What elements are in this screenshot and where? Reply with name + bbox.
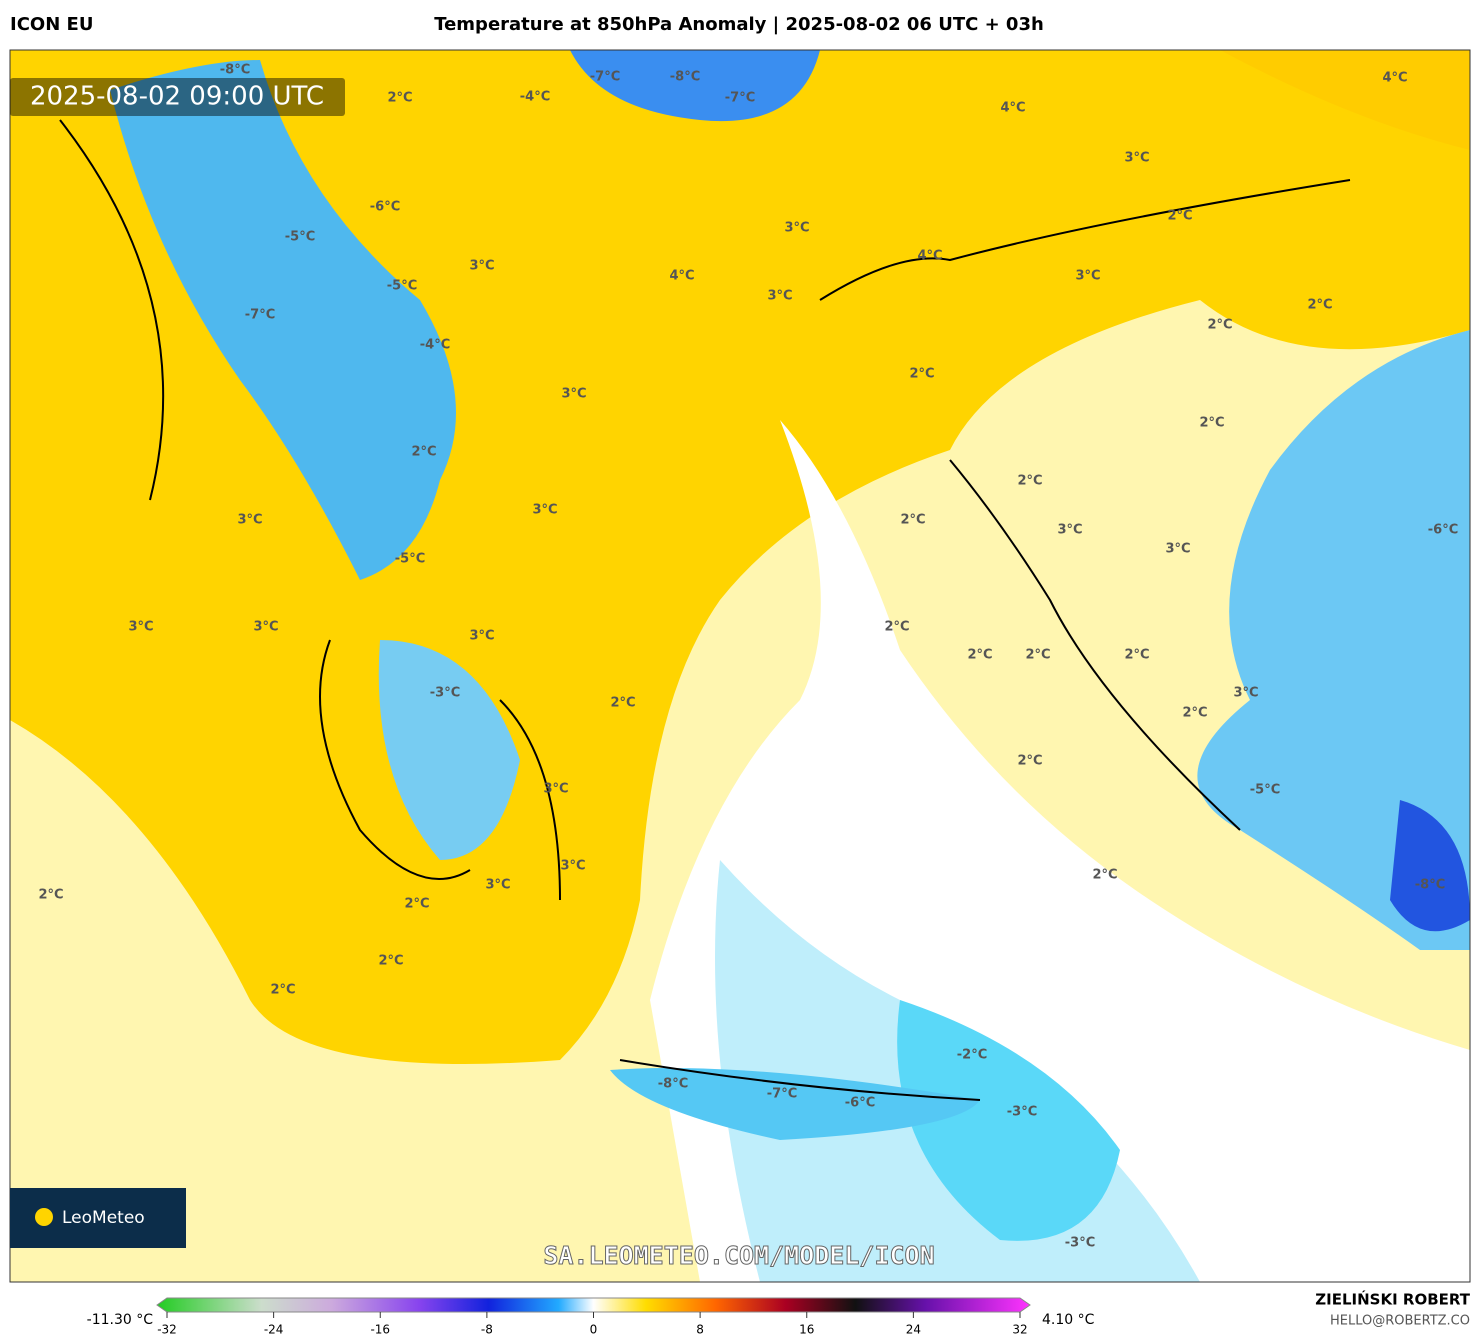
temp-label: 3°C bbox=[532, 503, 557, 518]
temp-label: -6°C bbox=[845, 1096, 875, 1111]
credit-name: ZIELIŃSKI ROBERT bbox=[1315, 1290, 1470, 1309]
temp-label: -6°C bbox=[1428, 523, 1458, 538]
temp-label: 2°C bbox=[884, 620, 909, 635]
temp-label: 2°C bbox=[411, 445, 436, 460]
temp-label: -4°C bbox=[420, 338, 450, 353]
colorbar-tick-label: -24 bbox=[264, 1323, 284, 1337]
colorbar-tick-label: 0 bbox=[590, 1323, 598, 1337]
temp-label: -8°C bbox=[220, 63, 250, 78]
colorbar-tick-label: -16 bbox=[370, 1323, 390, 1337]
temp-label: -8°C bbox=[1415, 878, 1445, 893]
temp-label: 3°C bbox=[543, 782, 568, 797]
temp-label: -6°C bbox=[370, 200, 400, 215]
temp-label: 3°C bbox=[1075, 269, 1100, 284]
colorbar-tick-label: -8 bbox=[481, 1323, 493, 1337]
watermark: SA.LEOMETEO.COM/MODEL/ICON bbox=[543, 1241, 934, 1270]
map-area bbox=[10, 50, 1470, 1282]
temp-label: 2°C bbox=[1124, 648, 1149, 663]
temp-label: 3°C bbox=[1124, 151, 1149, 166]
logo-sun bbox=[35, 1208, 53, 1226]
temp-label: 3°C bbox=[253, 620, 278, 635]
logo-text: LeoMeteo bbox=[62, 1208, 145, 1228]
timestamp-box bbox=[10, 78, 345, 116]
temp-label: 2°C bbox=[270, 983, 295, 998]
temp-label: 3°C bbox=[469, 259, 494, 274]
temp-label: -8°C bbox=[658, 1077, 688, 1092]
temp-label: 2°C bbox=[1017, 474, 1042, 489]
temp-label: 2°C bbox=[967, 648, 992, 663]
colorbar bbox=[156, 1297, 1031, 1313]
temp-label: -5°C bbox=[395, 552, 425, 567]
temp-label: -7°C bbox=[245, 308, 275, 323]
map-labels: -8°C -4°C -7°C -8°C -7°C 4°C 4°C 2°C 3°C -6°C -5°C… bbox=[38, 63, 1458, 1251]
map-frame bbox=[9, 49, 1471, 1283]
temp-label: 3°C bbox=[560, 859, 585, 874]
temp-label: 4°C bbox=[1382, 71, 1407, 86]
map-title: Temperature at 850hPa Anomaly | 2025-08-… bbox=[434, 14, 1044, 35]
temp-label: -5°C bbox=[1250, 783, 1280, 798]
temp-label: -3°C bbox=[430, 686, 460, 701]
temp-label: 3°C bbox=[784, 221, 809, 236]
temp-label: 3°C bbox=[561, 387, 586, 402]
temp-label: 2°C bbox=[900, 513, 925, 528]
temp-label: 2°C bbox=[1167, 209, 1192, 224]
temp-label: 2°C bbox=[1025, 648, 1050, 663]
temp-label: 2°C bbox=[387, 91, 412, 106]
temp-label: 2°C bbox=[1017, 754, 1042, 769]
colorbar-min: -11.30 °C bbox=[87, 1312, 154, 1328]
temp-label: -2°C bbox=[957, 1048, 987, 1063]
colorbar-tick-label: -32 bbox=[157, 1323, 177, 1337]
temp-label: -3°C bbox=[1007, 1105, 1037, 1120]
colorbar-max: 4.10 °C bbox=[1042, 1312, 1095, 1328]
credit-email: HELLO@ROBERTZ.CO bbox=[1330, 1314, 1470, 1329]
temp-label: 4°C bbox=[1000, 101, 1025, 116]
temp-label: 4°C bbox=[917, 249, 942, 264]
temp-label: -7°C bbox=[767, 1087, 797, 1102]
temp-label: 2°C bbox=[404, 897, 429, 912]
temp-label: 2°C bbox=[1199, 416, 1224, 431]
temp-label: 3°C bbox=[485, 878, 510, 893]
temp-label: 2°C bbox=[1307, 298, 1332, 313]
temp-label: -4°C bbox=[520, 90, 550, 105]
colorbar-tick-label: 16 bbox=[799, 1323, 814, 1337]
colorbar-tick-label: 32 bbox=[1012, 1323, 1027, 1337]
temp-label: 2°C bbox=[1182, 706, 1207, 721]
temp-label: 2°C bbox=[1207, 318, 1232, 333]
temp-label: 4°C bbox=[669, 269, 694, 284]
colorbar-tick-label: 8 bbox=[696, 1323, 704, 1337]
temp-label: 3°C bbox=[1233, 686, 1258, 701]
colorbar-ticks: -32 -24 -16 -8 0 8 16 24 32 bbox=[157, 1312, 1028, 1337]
temp-label: 3°C bbox=[767, 289, 792, 304]
temp-label: -7°C bbox=[590, 70, 620, 85]
model-name: ICON EU bbox=[10, 14, 93, 35]
temp-label: -7°C bbox=[725, 91, 755, 106]
temp-label: -8°C bbox=[670, 70, 700, 85]
temp-label: 3°C bbox=[1057, 523, 1082, 538]
temp-label: 2°C bbox=[378, 954, 403, 969]
temp-label: -5°C bbox=[387, 279, 417, 294]
temp-label: 2°C bbox=[909, 367, 934, 382]
temp-label: -3°C bbox=[1065, 1236, 1095, 1251]
temp-label: 2°C bbox=[1092, 868, 1117, 883]
temp-label: 3°C bbox=[1165, 542, 1190, 557]
colorbar-tick-label: 24 bbox=[906, 1323, 921, 1337]
temp-label: 3°C bbox=[469, 629, 494, 644]
timestamp: 2025-08-02 09:00 UTC bbox=[30, 82, 324, 112]
temp-label: -5°C bbox=[285, 230, 315, 245]
temp-label: 3°C bbox=[237, 513, 262, 528]
temp-label: 2°C bbox=[38, 888, 63, 903]
temp-label: 2°C bbox=[610, 696, 635, 711]
temp-label: 3°C bbox=[128, 620, 153, 635]
